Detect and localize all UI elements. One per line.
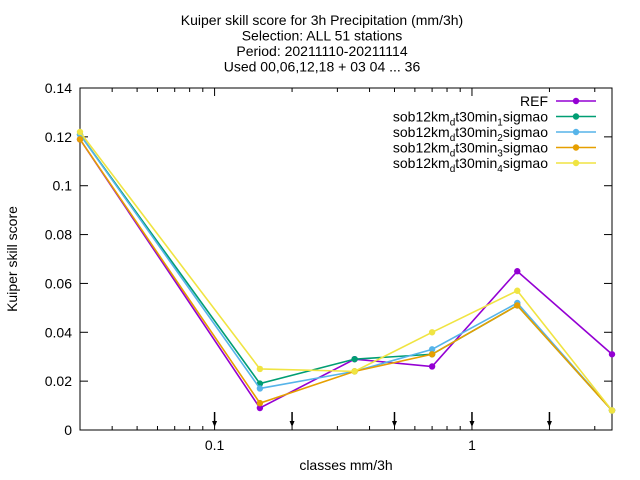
data-point xyxy=(428,346,436,353)
data-point xyxy=(256,365,264,373)
y-tick-label: 0 xyxy=(64,422,72,438)
class-marker-head xyxy=(469,421,475,427)
legend-label: REF xyxy=(520,93,548,109)
title-line: Selection: ALL 51 stations xyxy=(242,28,403,44)
class-marker-head xyxy=(212,421,218,427)
y-tick-label: 0.06 xyxy=(45,275,72,291)
series-line xyxy=(79,138,613,410)
title-line: Used 00,06,12,18 + 03 04 ... 36 xyxy=(224,59,421,75)
series xyxy=(76,136,616,414)
legend-marker xyxy=(572,97,580,105)
x-tick-label: 0.1 xyxy=(205,437,225,453)
x-tick-label: 1 xyxy=(468,437,476,453)
y-tick-label: 0.04 xyxy=(45,324,72,340)
data-point xyxy=(608,407,616,414)
legend-label: sob12kmdt30min3sigmao xyxy=(393,140,548,160)
class-marker-head xyxy=(546,421,552,427)
series xyxy=(76,128,616,414)
legend-marker xyxy=(572,113,580,120)
data-point xyxy=(76,128,84,136)
series-line xyxy=(79,133,613,411)
class-marker-head xyxy=(289,421,295,427)
legend-label: sob12kmdt30min4sigmao xyxy=(393,155,548,175)
y-tick-label: 0.14 xyxy=(45,80,72,96)
series xyxy=(76,136,616,412)
series-line xyxy=(79,138,613,411)
data-point xyxy=(351,368,358,375)
legend-marker xyxy=(572,128,580,136)
data-point xyxy=(351,355,358,363)
title-line: Kuiper skill score for 3h Precipitation … xyxy=(181,12,463,28)
y-tick-label: 0.02 xyxy=(45,373,72,389)
data-point xyxy=(514,268,521,275)
data-point xyxy=(514,302,521,309)
plot-frame xyxy=(79,87,613,431)
class-markers xyxy=(212,412,552,427)
data-point xyxy=(256,385,264,392)
data-point xyxy=(428,351,436,358)
chart-title: Kuiper skill score for 3h Precipitation … xyxy=(181,12,463,75)
data-point xyxy=(256,404,264,412)
data-point xyxy=(428,363,436,370)
y-tick-label: 0.1 xyxy=(53,178,73,194)
title-line: Period: 20211110-20211114 xyxy=(236,43,407,59)
series-group xyxy=(76,128,616,414)
legend-marker xyxy=(572,159,580,167)
legend-label: sob12kmdt30min2sigmao xyxy=(393,124,548,144)
data-point xyxy=(608,351,616,358)
x-axis-label: classes mm/3h xyxy=(299,457,392,473)
data-point xyxy=(428,329,436,336)
y-tick-label: 0.08 xyxy=(45,227,72,243)
y-tick-label: 0.12 xyxy=(45,129,72,145)
legend: REFsob12kmdt30min1sigmaosob12kmdt30min2s… xyxy=(393,93,596,175)
data-point xyxy=(76,136,84,143)
class-marker-head xyxy=(391,421,397,427)
y-axis-label: Kuiper skill score xyxy=(4,206,20,312)
legend-label: sob12kmdt30min1sigmao xyxy=(393,109,548,129)
x-axis: 0.1 1 xyxy=(79,88,596,453)
legend-marker xyxy=(572,144,580,151)
data-point xyxy=(514,287,521,294)
data-point xyxy=(256,399,264,407)
series-line xyxy=(79,131,613,411)
y-axis: 0 0.02 0.04 0.06 0.08 0.1 0.12 0.14 xyxy=(45,80,612,438)
series-line xyxy=(79,133,613,411)
